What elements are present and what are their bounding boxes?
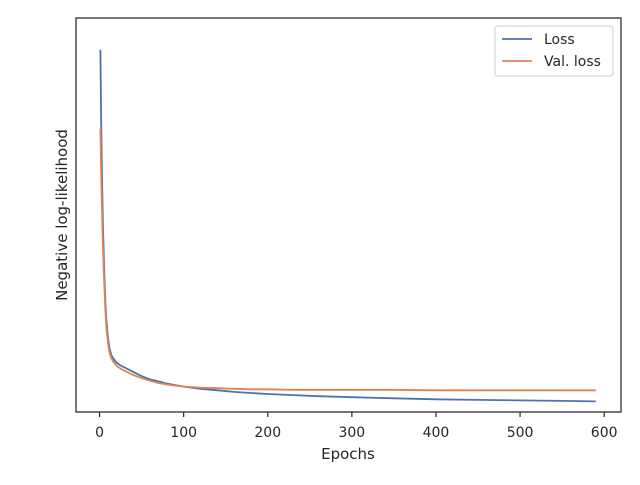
plot-lines bbox=[99, 49, 596, 403]
x-tick-label: 600 bbox=[591, 425, 618, 441]
legend: Loss Val. loss bbox=[494, 25, 614, 77]
x-tick-label: 200 bbox=[254, 425, 281, 441]
legend-label-val-loss: Val. loss bbox=[544, 54, 601, 70]
plot-frame bbox=[75, 17, 622, 413]
x-tick-label: 0 bbox=[95, 425, 104, 441]
x-tick-label: 500 bbox=[507, 425, 534, 441]
x-axis-label: Epochs bbox=[321, 445, 375, 463]
y-axis-label: Negative log-likelihood bbox=[53, 129, 71, 301]
x-axis-ticks: 0 100 200 300 400 500 600 bbox=[95, 412, 618, 441]
x-tick-label: 100 bbox=[170, 425, 197, 441]
x-tick-label: 400 bbox=[423, 425, 450, 441]
series-line-loss bbox=[99, 49, 596, 403]
x-tick-label: 300 bbox=[338, 425, 365, 441]
legend-label-loss: Loss bbox=[544, 32, 575, 48]
series-line-val-loss bbox=[99, 128, 596, 392]
